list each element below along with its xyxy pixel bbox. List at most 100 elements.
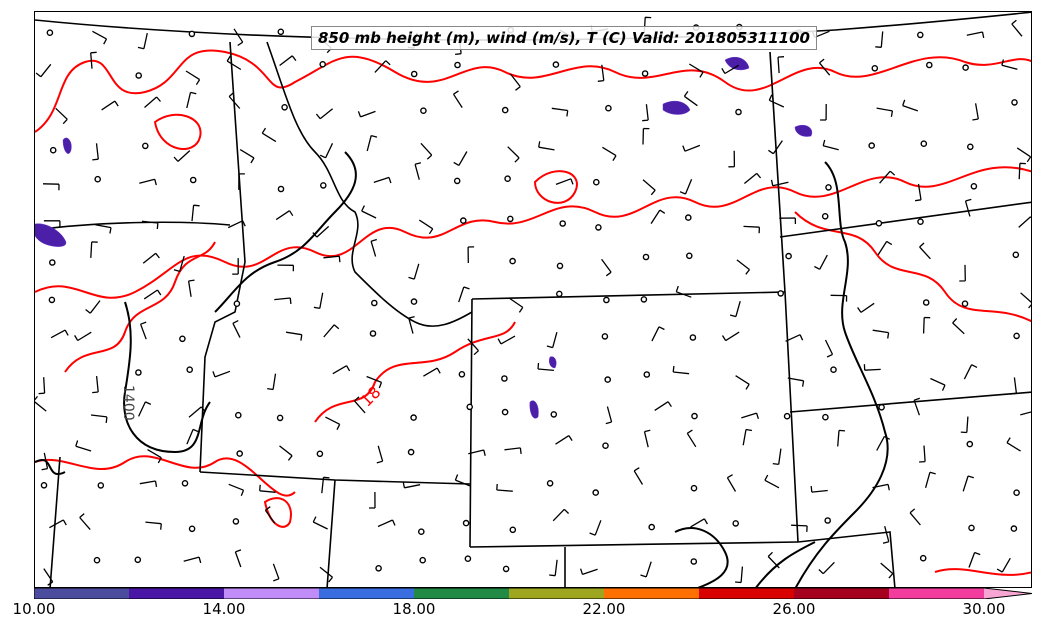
wind-barb: [818, 561, 835, 575]
wind-barb: [538, 141, 555, 151]
wind-barb: [420, 142, 433, 160]
calm-station-circle: [825, 184, 832, 191]
colorbar-segment: [794, 588, 890, 599]
calm-station-circle: [1011, 99, 1018, 106]
calm-station-circle: [506, 215, 514, 223]
calm-station-circle: [186, 366, 193, 374]
wind-barb: [770, 179, 789, 187]
wind-barb: [875, 31, 884, 48]
wind-barb: [679, 178, 693, 195]
calm-station-circle: [640, 296, 648, 303]
calm-station-circle: [1013, 489, 1020, 497]
wind-barb: [735, 566, 744, 584]
border-wyoming-east: [784, 291, 799, 543]
wind-barb: [259, 484, 276, 493]
wind-barb: [95, 224, 112, 234]
calm-station-circle: [458, 370, 466, 378]
wind-barb: [772, 448, 782, 466]
wind-barb: [820, 103, 827, 121]
temp-contour-loop-c: [263, 497, 292, 528]
wind-barb: [1001, 59, 1018, 70]
wind-barb: [137, 32, 148, 50]
wind-barb: [729, 301, 741, 318]
wind-barb: [537, 362, 554, 372]
calm-station-circle: [919, 554, 927, 562]
height-contour-west: [35, 459, 66, 475]
wind-barb: [228, 483, 245, 497]
colorbar-segment: [509, 588, 605, 599]
wind-barb: [768, 140, 783, 155]
calm-station-circle: [135, 369, 142, 376]
temp-contour-loop-b: [153, 113, 202, 150]
border-utah-west: [326, 479, 336, 587]
wind-barb: [818, 58, 831, 76]
wind-barb: [743, 225, 761, 234]
wind-barb: [960, 416, 969, 434]
calm-station-circle: [501, 106, 509, 114]
wind-barb: [830, 294, 848, 302]
calm-station-circle: [830, 366, 837, 374]
wind-barb: [643, 429, 651, 448]
calm-station-circle: [319, 182, 327, 189]
wind-barb: [651, 326, 665, 342]
wind-barb: [35, 63, 52, 78]
wind-barb: [226, 55, 242, 71]
colorbar-segment: [414, 588, 510, 599]
wind-barb: [185, 70, 201, 86]
calm-station-circle: [641, 70, 649, 77]
wind-barb: [787, 377, 805, 387]
calm-station-circle: [410, 298, 418, 305]
colorbar-segment: [319, 588, 415, 599]
colorbar-tick-label: 10.00: [12, 600, 56, 618]
calm-station-circle: [281, 104, 288, 111]
wind-barb: [504, 447, 522, 454]
calm-station-circle: [181, 479, 189, 487]
calm-station-circle: [602, 442, 609, 450]
precip-blobs: [35, 57, 813, 419]
wind-barb: [551, 107, 569, 117]
colorbar-tick-label: 30.00: [962, 600, 1006, 618]
wind-barb: [143, 289, 162, 300]
wind-barb: [35, 395, 47, 412]
calm-station-circle: [926, 61, 933, 69]
colorbar-tick-label: 22.00: [582, 600, 626, 618]
wind-barb: [366, 134, 378, 152]
wind-barb: [1020, 292, 1031, 309]
border-wyoming-west: [469, 298, 473, 548]
wind-barb: [261, 127, 277, 143]
wind-barb: [972, 103, 979, 121]
wind-barb: [777, 56, 785, 74]
wind-barb: [930, 377, 946, 391]
calm-station-circle: [546, 479, 554, 487]
wind-barb: [38, 377, 46, 395]
calm-station-circle: [509, 257, 516, 265]
wind-barb: [735, 375, 750, 390]
calm-station-circle: [419, 556, 427, 564]
wind-barb: [996, 557, 1011, 573]
wind-barb: [313, 292, 324, 310]
wind-barb: [741, 412, 760, 419]
calm-station-circle: [593, 178, 600, 186]
wind-barb: [467, 338, 479, 356]
wind-barb: [686, 429, 697, 448]
calm-station-circle: [504, 175, 511, 182]
wind-barb: [654, 401, 672, 411]
border-nd-sd: [779, 201, 1031, 238]
wind-barb: [675, 285, 692, 298]
calm-station-circle: [878, 403, 885, 411]
wind-barb: [1006, 437, 1021, 452]
wind-barb: [408, 263, 420, 280]
wind-barb: [212, 370, 231, 378]
wind-barb: [721, 331, 740, 342]
wind-barb: [968, 551, 981, 568]
calm-station-circle: [732, 520, 740, 527]
wind-barb: [272, 563, 280, 582]
calm-station-circle: [407, 448, 415, 456]
map-panel: 1400 18 850 mb height (m), wind (m/s), T…: [34, 11, 1032, 588]
wind-barb: [555, 178, 574, 186]
wind-barb: [915, 183, 922, 202]
calm-station-circle: [603, 296, 610, 304]
wind-barb: [85, 300, 101, 314]
calm-station-circle: [48, 259, 56, 266]
calm-station-circle: [188, 30, 196, 38]
